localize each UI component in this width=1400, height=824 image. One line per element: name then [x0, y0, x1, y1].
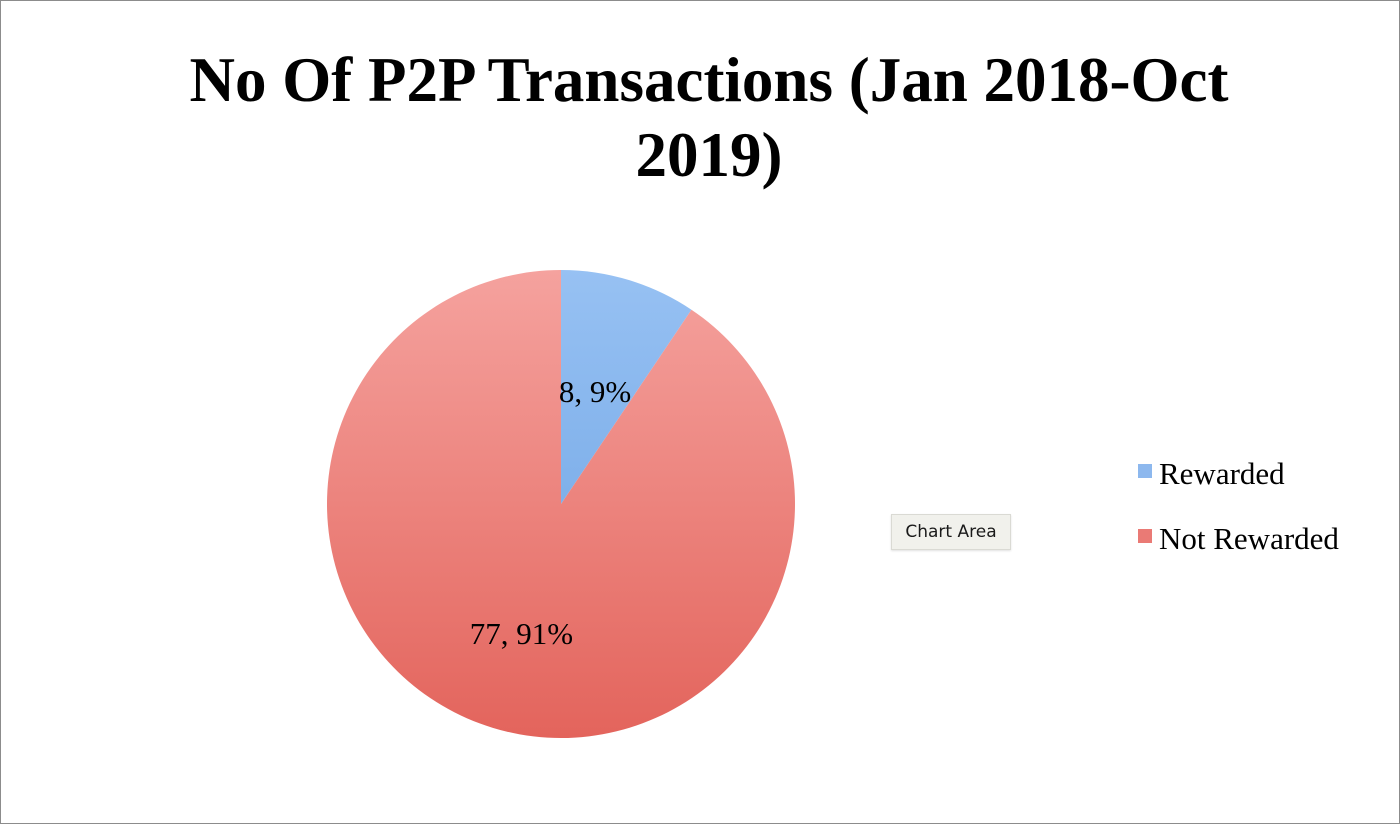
pie-slice-rewarded[interactable]	[561, 270, 692, 504]
chart-title: No Of P2P Transactions (Jan 2018-Oct 201…	[189, 45, 1229, 190]
legend-label-not-rewarded: Not Rewarded	[1159, 521, 1339, 556]
pie-slice-not-rewarded[interactable]	[326, 270, 795, 738]
legend-swatch-rewarded	[1138, 464, 1152, 478]
data-label-rewarded: 8, 9%	[559, 374, 631, 409]
legend-swatch-not-rewarded	[1138, 529, 1152, 543]
legend-label-rewarded: Rewarded	[1159, 456, 1285, 491]
data-label-not-rewarded: 77, 91%	[470, 616, 573, 651]
chart-area-tooltip: Chart Area	[891, 514, 1011, 550]
